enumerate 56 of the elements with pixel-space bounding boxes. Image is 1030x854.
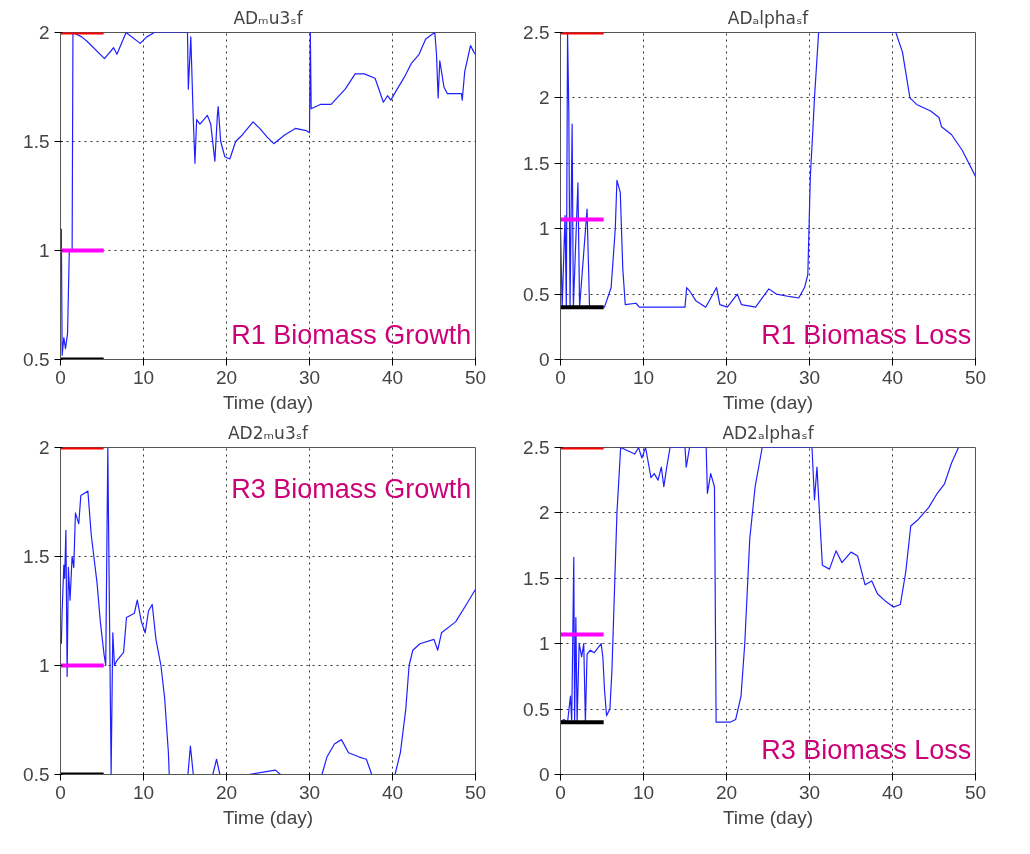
x-tick-label: 10: [632, 781, 655, 803]
x-tick-label: 20: [215, 781, 238, 803]
chart-title: AD2ₘu3ₛf: [227, 422, 310, 443]
x-tick-label: 30: [798, 366, 821, 388]
x-tick-label: 50: [964, 781, 987, 803]
x-tick-label: 50: [964, 366, 987, 388]
y-tick-label: 2: [538, 502, 550, 524]
x-tick-label: 10: [132, 781, 155, 803]
x-tick-label: 40: [381, 366, 404, 388]
x-tick-label: 50: [464, 781, 487, 803]
y-tick-label: 2.5: [523, 22, 550, 43]
x-axis-title: Time (day): [722, 391, 814, 413]
x-tick-label: 40: [381, 781, 404, 803]
y-tick-label: 2.5: [523, 437, 550, 458]
annotation: R3 Biomass Growth: [231, 473, 472, 504]
y-tick-label: 0.5: [523, 283, 550, 305]
y-tick-label: 0: [538, 349, 550, 370]
y-tick-label: 1.5: [23, 546, 50, 567]
x-tick-label: 40: [881, 366, 904, 388]
annotation: R3 Biomass Loss: [761, 734, 972, 765]
x-axis-title: Time (day): [222, 806, 314, 828]
y-tick-label: 0.5: [23, 764, 50, 785]
x-tick-label: 30: [298, 366, 321, 388]
x-tick-label: 10: [632, 366, 655, 388]
y-tick-label: 0: [538, 764, 550, 785]
x-tick-label: 10: [132, 366, 155, 388]
y-tick-label: 2: [38, 437, 50, 458]
x-tick-label: 40: [881, 781, 904, 803]
y-tick-label: 2: [538, 87, 550, 109]
x-axis-title: Time (day): [222, 391, 314, 413]
x-tick-label: 30: [798, 781, 821, 803]
x-tick-label: 0: [555, 366, 566, 388]
y-tick-label: 1.5: [23, 131, 50, 152]
x-tick-label: 0: [555, 781, 566, 803]
y-tick-label: 1: [538, 633, 550, 655]
x-tick-label: 50: [464, 366, 487, 388]
x-tick-label: 30: [298, 781, 321, 803]
chart-title: ADₘu3ₛf: [233, 7, 304, 28]
y-tick-label: 1: [538, 218, 550, 240]
x-axis-title: Time (day): [722, 806, 814, 828]
chart-title: ADₐlphaₛf: [727, 7, 810, 28]
y-tick-label: 1: [38, 240, 50, 261]
x-tick-label: 0: [55, 781, 66, 803]
annotation: R1 Biomass Loss: [761, 319, 972, 350]
x-tick-label: 20: [715, 366, 738, 388]
x-tick-label: 20: [715, 781, 738, 803]
y-tick-label: 1.5: [523, 152, 550, 174]
x-tick-label: 0: [55, 366, 66, 388]
y-tick-label: 0.5: [23, 349, 50, 370]
y-tick-label: 1: [38, 655, 50, 676]
x-tick-label: 20: [215, 366, 238, 388]
y-tick-label: 2: [38, 22, 50, 43]
annotation: R1 Biomass Growth: [231, 319, 472, 350]
y-tick-label: 0.5: [523, 698, 550, 720]
chart-title: AD2ₐlphaₛf: [722, 422, 815, 443]
y-tick-label: 1.5: [523, 567, 550, 589]
